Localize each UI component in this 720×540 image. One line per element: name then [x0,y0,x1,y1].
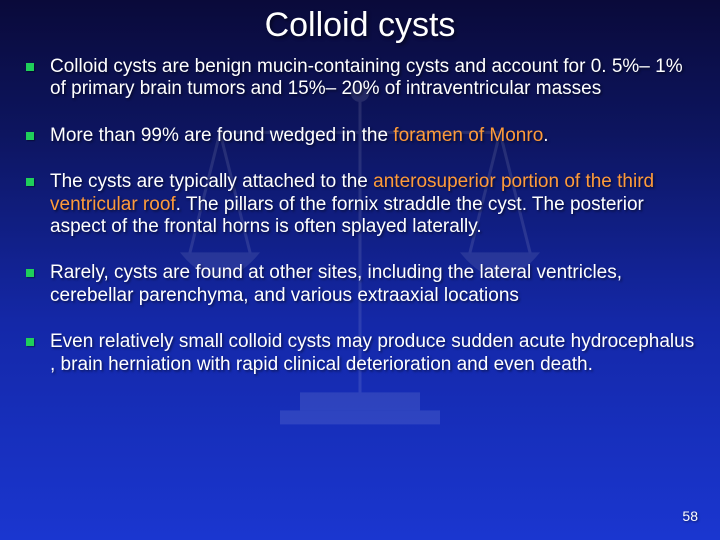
slide: Colloid cysts Colloid cysts are benign m… [0,0,720,540]
bullet-text: Colloid cysts are benign mucin-containin… [50,56,683,99]
bullet-marker-icon [26,132,34,140]
bullet-marker-icon [26,269,34,277]
slide-title: Colloid cysts [0,6,720,45]
bullet-item: The cysts are typically attached to the … [26,171,700,238]
bullet-text: Rarely, cysts are found at other sites, … [50,262,622,305]
bullet-text: More than 99% are found wedged in the fo… [50,125,549,146]
bullet-marker-icon [26,63,34,71]
bullet-item: More than 99% are found wedged in the fo… [26,125,700,147]
bullet-marker-icon [26,178,34,186]
bullet-item: Even relatively small colloid cysts may … [26,331,700,376]
bullet-item: Colloid cysts are benign mucin-containin… [26,56,700,101]
page-number: 58 [682,508,698,524]
slide-body: Colloid cysts are benign mucin-containin… [26,56,700,532]
bullet-text: The cysts are typically attached to the … [50,171,654,237]
bullet-text: Even relatively small colloid cysts may … [50,331,694,374]
bullet-marker-icon [26,338,34,346]
bullet-item: Rarely, cysts are found at other sites, … [26,262,700,307]
